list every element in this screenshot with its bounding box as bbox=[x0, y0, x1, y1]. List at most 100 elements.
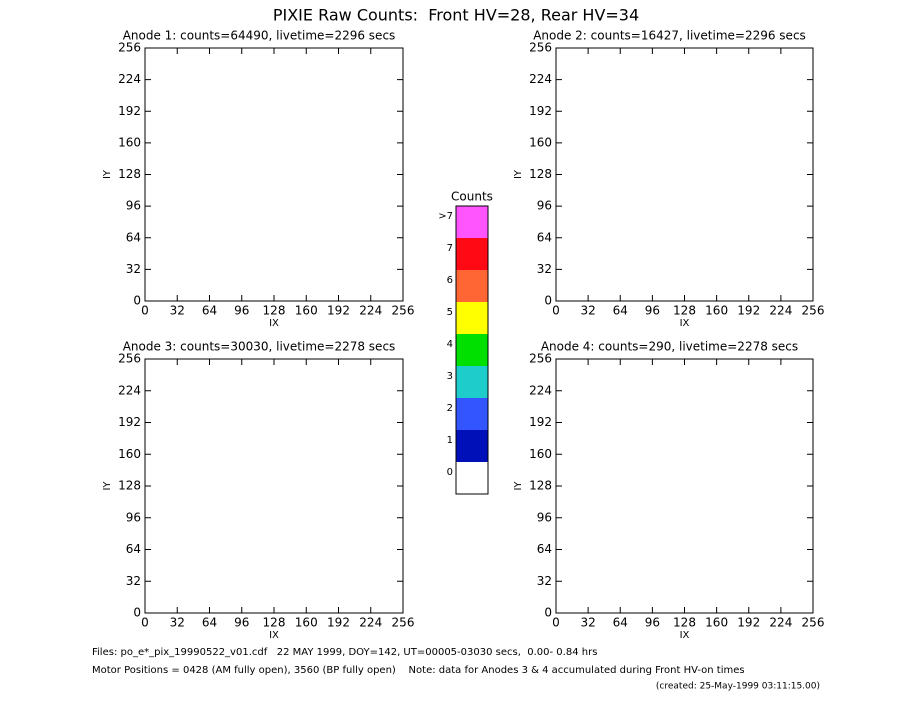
y-axis-label: IY bbox=[513, 481, 524, 491]
y-tick-label: 64 bbox=[537, 230, 552, 244]
y-tick-label: 0 bbox=[133, 294, 141, 308]
y-tick-label: 192 bbox=[529, 415, 552, 429]
colorbar-label: 2 bbox=[447, 403, 453, 414]
colorbar-label: 3 bbox=[447, 371, 453, 382]
x-tick-label: 0 bbox=[552, 304, 560, 318]
x-tick-label: 160 bbox=[295, 616, 318, 630]
y-tick-label: 160 bbox=[118, 135, 141, 149]
x-tick-label: 160 bbox=[705, 304, 728, 318]
x-axis-label: IX bbox=[269, 318, 279, 329]
y-tick-label: 192 bbox=[118, 415, 141, 429]
x-tick-label: 32 bbox=[580, 616, 595, 630]
x-axis-label: IX bbox=[680, 630, 690, 641]
x-tick-label: 128 bbox=[263, 616, 286, 630]
y-tick-label: 0 bbox=[133, 606, 141, 620]
y-tick-label: 256 bbox=[118, 41, 141, 55]
y-tick-label: 128 bbox=[529, 167, 552, 181]
y-tick-label: 224 bbox=[118, 383, 141, 397]
x-tick-label: 224 bbox=[769, 616, 792, 630]
y-tick-label: 0 bbox=[544, 606, 552, 620]
y-tick-label: 224 bbox=[118, 72, 141, 86]
y-tick-label: 128 bbox=[118, 479, 141, 493]
x-tick-label: 224 bbox=[769, 304, 792, 318]
y-tick-label: 128 bbox=[529, 479, 552, 493]
y-tick-label: 32 bbox=[126, 262, 141, 276]
x-tick-label: 192 bbox=[327, 616, 350, 630]
y-tick-label: 128 bbox=[118, 167, 141, 181]
x-tick-label: 64 bbox=[613, 616, 628, 630]
x-tick-label: 96 bbox=[234, 616, 249, 630]
x-tick-label: 64 bbox=[202, 616, 217, 630]
x-tick-label: 128 bbox=[263, 304, 286, 318]
y-tick-label: 256 bbox=[118, 352, 141, 366]
panel-title: Anode 1: counts=64490, livetime=2296 sec… bbox=[123, 29, 396, 43]
x-tick-label: 64 bbox=[202, 304, 217, 318]
colorbar-label: 5 bbox=[447, 307, 453, 318]
colorbar-swatch bbox=[456, 430, 488, 462]
plot-frame bbox=[555, 47, 814, 302]
x-tick-label: 32 bbox=[580, 304, 595, 318]
y-tick-label: 256 bbox=[529, 352, 552, 366]
y-tick-label: 160 bbox=[118, 447, 141, 461]
colorbar-frame bbox=[455, 205, 489, 495]
y-tick-label: 160 bbox=[529, 447, 552, 461]
colorbar-label: 0 bbox=[447, 467, 453, 478]
colorbar-swatch bbox=[456, 462, 488, 494]
y-tick-label: 32 bbox=[126, 574, 141, 588]
x-axis-label: IX bbox=[269, 630, 279, 641]
colorbar-label: >7 bbox=[438, 211, 453, 222]
x-tick-label: 192 bbox=[737, 304, 760, 318]
panel-title: Anode 3: counts=30030, livetime=2278 sec… bbox=[123, 340, 396, 354]
x-tick-label: 32 bbox=[170, 304, 185, 318]
x-tick-label: 192 bbox=[327, 304, 350, 318]
y-tick-label: 96 bbox=[537, 510, 552, 524]
colorbar-swatch bbox=[456, 238, 488, 270]
plot-frame bbox=[144, 358, 404, 614]
y-tick-label: 192 bbox=[529, 104, 552, 118]
colorbar-label: 1 bbox=[447, 435, 453, 446]
y-tick-label: 0 bbox=[544, 294, 552, 308]
y-tick-label: 32 bbox=[537, 574, 552, 588]
y-tick-label: 96 bbox=[537, 199, 552, 213]
colorbar-swatch bbox=[456, 398, 488, 430]
x-tick-label: 256 bbox=[392, 616, 415, 630]
y-tick-label: 96 bbox=[126, 510, 141, 524]
y-tick-label: 224 bbox=[529, 72, 552, 86]
x-tick-label: 96 bbox=[645, 616, 660, 630]
y-tick-label: 192 bbox=[118, 104, 141, 118]
plot-frame bbox=[144, 47, 404, 302]
x-tick-label: 256 bbox=[802, 304, 825, 318]
x-tick-label: 224 bbox=[359, 304, 382, 318]
panel-title: Anode 4: counts=290, livetime=2278 secs bbox=[541, 340, 798, 354]
x-tick-label: 128 bbox=[673, 304, 696, 318]
y-tick-label: 160 bbox=[529, 135, 552, 149]
y-tick-label: 32 bbox=[537, 262, 552, 276]
x-tick-label: 160 bbox=[295, 304, 318, 318]
x-tick-label: 96 bbox=[645, 304, 660, 318]
y-tick-label: 64 bbox=[537, 542, 552, 556]
x-tick-label: 96 bbox=[234, 304, 249, 318]
x-tick-label: 0 bbox=[552, 616, 560, 630]
colorbar-swatch bbox=[456, 302, 488, 334]
colorbar-swatch bbox=[456, 270, 488, 302]
colorbar-swatch bbox=[456, 334, 488, 366]
x-tick-label: 192 bbox=[737, 616, 760, 630]
y-tick-label: 224 bbox=[529, 383, 552, 397]
motor-note: Motor Positions = 0428 (AM fully open), … bbox=[92, 665, 745, 676]
y-axis-label: IY bbox=[102, 481, 113, 491]
x-tick-label: 0 bbox=[141, 616, 149, 630]
colorbar-label: 6 bbox=[447, 275, 453, 286]
y-tick-label: 64 bbox=[126, 230, 141, 244]
colorbar-title: Counts bbox=[451, 190, 493, 204]
y-tick-label: 96 bbox=[126, 199, 141, 213]
y-tick-label: 64 bbox=[126, 542, 141, 556]
x-tick-label: 256 bbox=[802, 616, 825, 630]
x-axis-label: IX bbox=[680, 318, 690, 329]
files-note: Files: po_e*_pix_19990522_v01.cdf 22 MAY… bbox=[92, 647, 597, 658]
colorbar-label: 7 bbox=[447, 243, 453, 254]
panel-title: Anode 2: counts=16427, livetime=2296 sec… bbox=[533, 29, 806, 43]
colorbar-label: 4 bbox=[447, 339, 453, 350]
x-tick-label: 128 bbox=[673, 616, 696, 630]
y-axis-label: IY bbox=[513, 169, 524, 179]
